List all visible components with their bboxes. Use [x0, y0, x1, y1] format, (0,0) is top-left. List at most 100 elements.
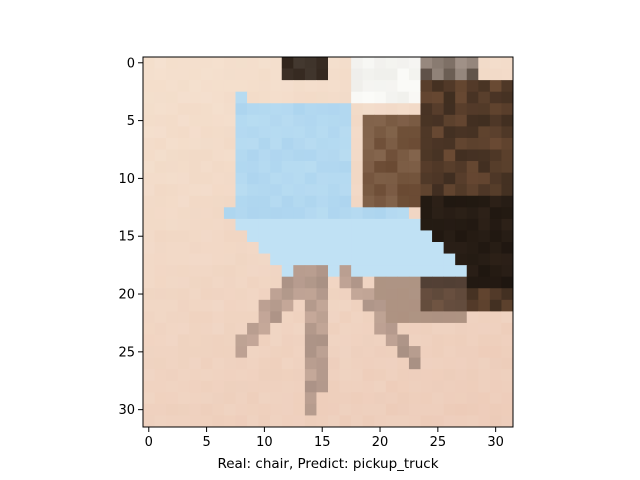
image-pixel [432, 415, 445, 428]
image-pixel [362, 195, 375, 208]
image-pixel [328, 195, 340, 208]
image-pixel [374, 403, 387, 416]
image-pixel [385, 207, 398, 220]
image-pixel [270, 380, 283, 393]
image-pixel [455, 68, 468, 81]
image-pixel [223, 184, 236, 197]
image-pixel [351, 103, 364, 116]
image-pixel [293, 265, 306, 278]
image-pixel [258, 415, 271, 428]
image-pixel [200, 346, 213, 359]
image-pixel [478, 172, 491, 185]
image-pixel [489, 253, 502, 266]
image-pixel [258, 114, 271, 127]
image-pixel [293, 57, 306, 69]
image-pixel [281, 357, 294, 370]
image-pixel [166, 57, 179, 69]
image-pixel [420, 369, 433, 382]
image-pixel [351, 207, 364, 220]
image-pixel [189, 242, 202, 254]
image-pixel [328, 265, 340, 278]
image-pixel [455, 80, 468, 93]
image-pixel [478, 288, 491, 301]
image-pixel [212, 218, 225, 231]
image-pixel [443, 357, 456, 370]
image-pixel [212, 253, 225, 266]
image-pixel [154, 299, 167, 312]
image-pixel [235, 357, 248, 370]
image-pixel [316, 57, 329, 69]
image-pixel [328, 392, 340, 405]
image-pixel [223, 380, 236, 393]
image-pixel [258, 230, 271, 243]
image-pixel [501, 369, 514, 382]
image-pixel [235, 184, 248, 197]
image-pixel [328, 357, 340, 370]
image-pixel [466, 322, 479, 335]
image-pixel [281, 322, 294, 335]
image-pixel [351, 68, 364, 81]
image-pixel [316, 392, 329, 405]
image-pixel [362, 380, 375, 393]
image-pixel [177, 253, 190, 266]
x-tick-label: 20 [372, 435, 389, 450]
image-pixel [212, 299, 225, 312]
image-pixel [304, 253, 317, 266]
image-pixel [432, 195, 445, 208]
image-pixel [478, 91, 491, 104]
image-pixel [200, 195, 213, 208]
image-pixel [235, 276, 248, 289]
image-pixel [374, 230, 387, 243]
image-pixel [189, 126, 202, 139]
image-pixel [281, 253, 294, 266]
image-pixel [235, 149, 248, 162]
image-pixel [258, 265, 271, 278]
image-pixel [397, 346, 410, 359]
image-pixel [200, 114, 213, 127]
image-pixel [374, 172, 387, 185]
image-pixel [223, 161, 236, 174]
image-pixel [293, 415, 306, 428]
image-pixel [432, 380, 445, 393]
image-pixel [270, 103, 283, 116]
image-pixel [501, 184, 514, 197]
image-pixel [408, 195, 421, 208]
image-pixel [258, 57, 271, 69]
image-pixel [420, 380, 433, 393]
image-pixel [143, 346, 155, 359]
image-pixel [466, 137, 479, 150]
image-pixel [385, 403, 398, 416]
image-pixel [270, 114, 283, 127]
image-pixel [200, 299, 213, 312]
image-pixel [385, 57, 398, 69]
image-pixel [258, 103, 271, 116]
image-pixel [420, 276, 433, 289]
image-pixel [223, 311, 236, 324]
image-pixel [362, 57, 375, 69]
x-tick-label: 15 [314, 435, 331, 450]
image-pixel [154, 126, 167, 139]
image-pixel [455, 230, 468, 243]
image-pixel [143, 380, 155, 393]
image-pixel [223, 346, 236, 359]
image-pixel [466, 184, 479, 197]
image-pixel [304, 357, 317, 370]
image-pixel [258, 68, 271, 81]
image-pixel [166, 357, 179, 370]
image-pixel [489, 369, 502, 382]
image-pixel [408, 392, 421, 405]
image-pixel [385, 276, 398, 289]
image-pixel [397, 253, 410, 266]
image-pixel [339, 311, 352, 324]
image-pixel [420, 80, 433, 93]
image-pixel [408, 415, 421, 428]
image-pixel [212, 230, 225, 243]
image-pixel [351, 288, 364, 301]
image-pixel [420, 265, 433, 278]
image-pixel [351, 392, 364, 405]
image-pixel [304, 346, 317, 359]
image-pixel [420, 299, 433, 312]
image-pixel [420, 230, 433, 243]
image-pixel [235, 369, 248, 382]
image-pixel [455, 172, 468, 185]
